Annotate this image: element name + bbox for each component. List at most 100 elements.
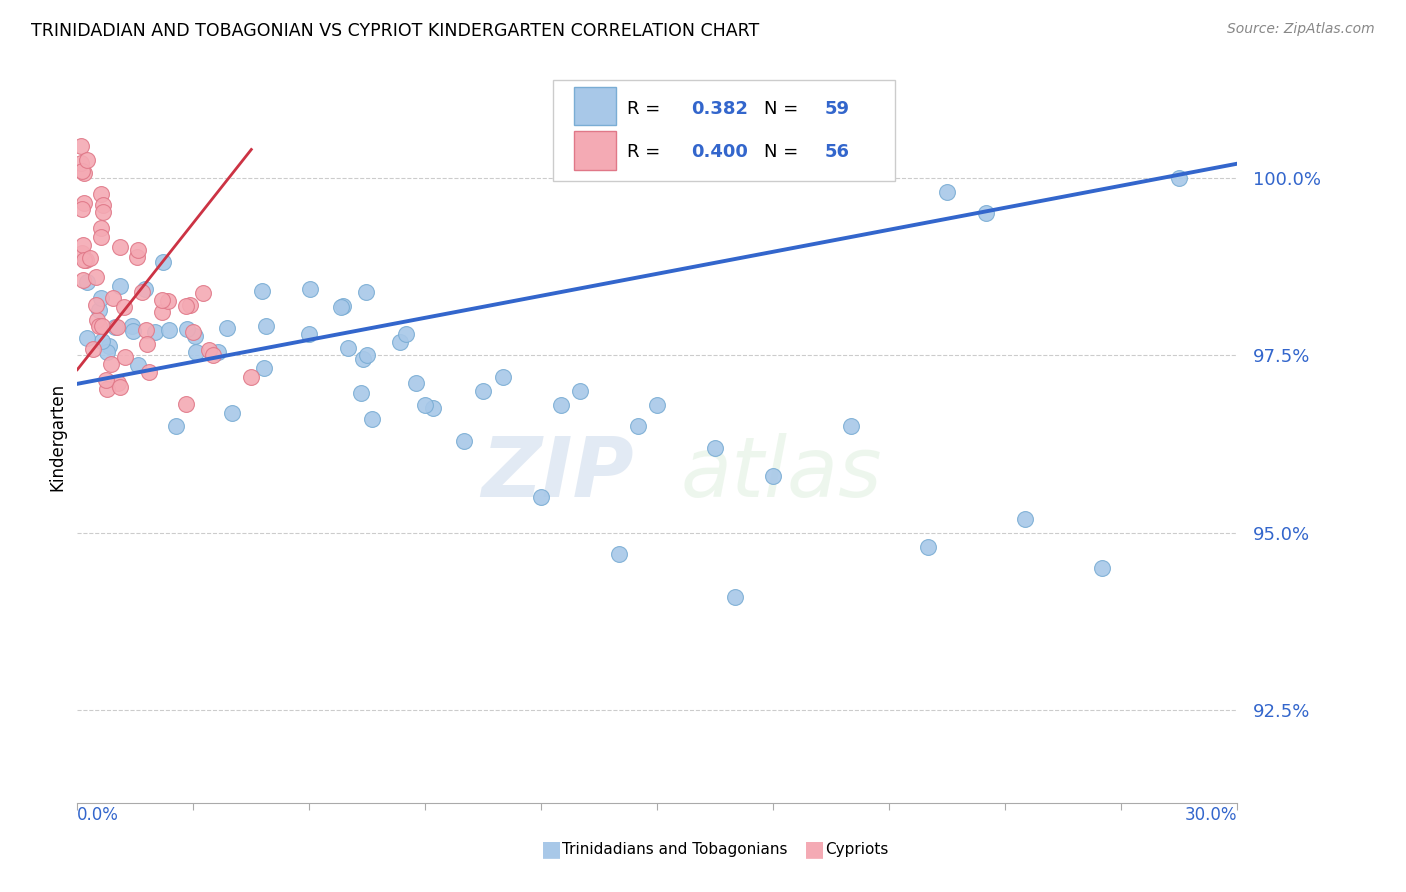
Point <box>299 282 322 296</box>
Point <box>79 251 101 265</box>
Point <box>121 318 143 333</box>
Point <box>72 202 94 216</box>
Point <box>360 412 382 426</box>
Y-axis label: Kindergarten: Kindergarten <box>48 383 66 491</box>
Point <box>134 282 156 296</box>
Point <box>530 491 553 505</box>
Point <box>183 329 205 343</box>
Point <box>72 272 94 286</box>
Point <box>1014 512 1036 526</box>
FancyBboxPatch shape <box>553 80 896 181</box>
Point <box>405 376 427 390</box>
Point <box>70 245 93 260</box>
Point <box>179 298 201 312</box>
Point <box>90 186 112 201</box>
Point <box>250 284 273 298</box>
Point <box>104 319 127 334</box>
Point <box>974 206 997 220</box>
Point <box>76 331 98 345</box>
Point <box>100 358 122 372</box>
Point <box>90 291 112 305</box>
Point <box>1168 170 1191 185</box>
Point <box>157 293 180 308</box>
Point <box>198 343 221 357</box>
Point <box>936 185 959 199</box>
Text: ZIP: ZIP <box>481 434 634 514</box>
Point <box>413 398 436 412</box>
Point <box>422 401 444 415</box>
Point <box>90 220 112 235</box>
Point <box>254 318 277 333</box>
Point <box>96 344 118 359</box>
Point <box>240 369 263 384</box>
Point <box>86 313 108 327</box>
Point <box>762 469 785 483</box>
Text: ■: ■ <box>541 839 562 859</box>
Point <box>101 291 124 305</box>
Text: Trinidadians and Tobagonians: Trinidadians and Tobagonians <box>562 842 787 856</box>
Point <box>354 285 377 300</box>
Point <box>89 318 111 333</box>
Point <box>73 195 96 210</box>
Point <box>332 299 354 313</box>
Point <box>125 250 148 264</box>
Point <box>839 419 862 434</box>
Point <box>201 348 224 362</box>
Point <box>492 369 515 384</box>
Point <box>75 253 97 268</box>
Point <box>90 334 112 348</box>
Point <box>69 155 91 169</box>
Point <box>105 319 128 334</box>
Point <box>388 335 411 350</box>
Text: N =: N = <box>763 143 804 161</box>
FancyBboxPatch shape <box>574 87 616 125</box>
Point <box>568 384 592 398</box>
Point <box>350 386 373 401</box>
Point <box>607 547 630 561</box>
Point <box>127 243 149 257</box>
Point <box>174 299 197 313</box>
Point <box>336 341 359 355</box>
Point <box>647 398 669 412</box>
Point <box>395 327 418 342</box>
Text: TRINIDADIAN AND TOBAGONIAN VS CYPRIOT KINDERGARTEN CORRELATION CHART: TRINIDADIAN AND TOBAGONIAN VS CYPRIOT KI… <box>31 22 759 40</box>
Point <box>472 384 495 398</box>
Point <box>90 230 112 244</box>
Text: ■: ■ <box>804 839 825 859</box>
Point <box>221 406 243 420</box>
Text: 0.382: 0.382 <box>690 100 748 118</box>
Point <box>94 373 117 387</box>
Point <box>70 164 93 178</box>
Point <box>98 339 121 353</box>
Text: 56: 56 <box>824 143 849 161</box>
Text: Cypriots: Cypriots <box>825 842 889 856</box>
Point <box>96 383 118 397</box>
Point <box>298 327 321 342</box>
Point <box>82 342 104 356</box>
Point <box>150 305 173 319</box>
Point <box>145 325 167 339</box>
Text: N =: N = <box>763 100 804 118</box>
Text: atlas: atlas <box>681 434 882 514</box>
Point <box>550 398 572 412</box>
Point <box>191 286 214 301</box>
Text: 0.0%: 0.0% <box>77 806 120 824</box>
FancyBboxPatch shape <box>574 131 616 169</box>
Point <box>108 240 131 254</box>
Point <box>186 345 208 359</box>
Point <box>72 253 94 268</box>
Point <box>93 205 115 219</box>
Point <box>107 376 129 390</box>
Point <box>138 365 160 379</box>
Point <box>704 441 727 455</box>
Point <box>112 300 135 314</box>
Point <box>114 350 136 364</box>
Point <box>215 320 238 334</box>
Point <box>150 293 173 307</box>
Point <box>84 298 107 312</box>
Point <box>207 345 229 359</box>
Point <box>1091 561 1114 575</box>
Point <box>152 255 174 269</box>
Text: Source: ZipAtlas.com: Source: ZipAtlas.com <box>1227 22 1375 37</box>
Point <box>108 380 131 394</box>
